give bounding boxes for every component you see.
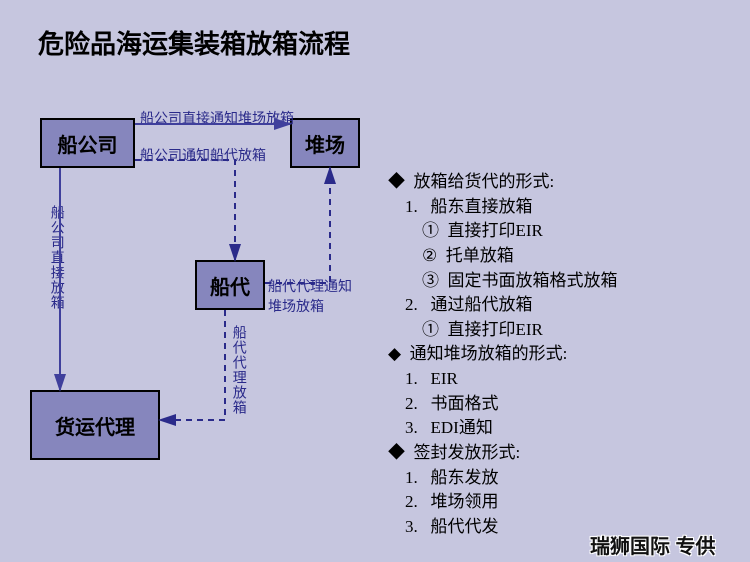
edge-label-e3: 船代代理通知堆场放箱	[268, 276, 352, 316]
slide-canvas: 危险品海运集装箱放箱流程 船公司 堆场 船代 货运代理 船公司直接通知堆场放箱 …	[0, 0, 750, 562]
node-shipping-company: 船公司	[40, 118, 135, 168]
watermark: 瑞狮国际 专供	[590, 530, 716, 559]
slide-title: 危险品海运集装箱放箱流程	[38, 24, 350, 61]
node-label: 船公司	[58, 129, 118, 158]
node-shipping-agent: 船代	[195, 260, 265, 310]
node-yard: 堆场	[290, 118, 360, 168]
edge-label-e2: 船公司通知船代放箱	[140, 145, 266, 165]
flow-edges	[0, 0, 750, 562]
node-label: 堆场	[305, 129, 345, 158]
node-freight-forwarder: 货运代理	[30, 390, 160, 460]
node-label: 货运代理	[55, 411, 135, 440]
node-label: 船代	[210, 271, 250, 300]
edge-label-e4: 船公司直接放箱	[48, 205, 63, 310]
edge-label-e5: 船代代理放箱	[230, 325, 245, 415]
outline-panel: ◆ 放箱给货代的形式: 1. 船东直接放箱 ① 直接打印EIR ② 托单放箱 ③…	[388, 170, 618, 540]
edge-label-e1: 船公司直接通知堆场放箱	[140, 108, 294, 128]
